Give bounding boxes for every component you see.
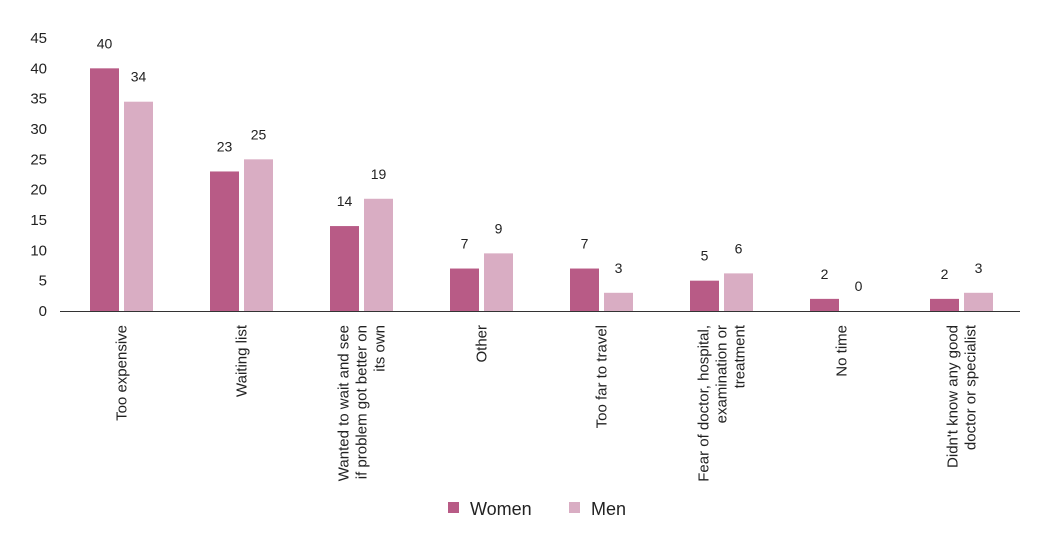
y-tick-label: 30 (30, 121, 47, 138)
bar-men-4 (604, 292, 633, 311)
y-tick-label: 35 (30, 91, 47, 108)
data-label-women-1: 23 (217, 138, 233, 154)
data-label-men-7: 3 (975, 260, 983, 276)
bar-women-6 (810, 298, 839, 311)
bar-men-0 (124, 101, 153, 311)
data-label-men-4: 3 (615, 260, 623, 276)
y-tick-label: 10 (30, 242, 47, 259)
bar-women-0 (90, 68, 119, 311)
category-label-line: Too expensive (114, 325, 131, 421)
legend: Women Men (448, 499, 626, 519)
legend-label-men: Men (591, 499, 626, 519)
data-label-women-5: 5 (701, 248, 709, 264)
category-label-line: doctor or specialist (963, 324, 980, 450)
legend-swatch-women (448, 502, 459, 513)
data-label-men-3: 9 (495, 220, 503, 236)
legend-label-women: Women (470, 499, 532, 519)
category-label-0: Too expensive (114, 325, 131, 421)
category-label-line: Too far to travel (594, 325, 611, 428)
y-axis: 0 5 10 15 20 25 30 35 40 45 (30, 30, 47, 320)
category-label-2: Wanted to wait and seeif problem got bet… (336, 325, 389, 481)
bar-women-4 (570, 268, 599, 311)
data-label-men-6: 0 (855, 278, 863, 294)
category-label-line: Fear of doctor, hospital, (696, 325, 713, 482)
bar-men-5 (724, 273, 753, 311)
category-label-line: Wanted to wait and see (336, 325, 353, 481)
category-label-line: treatment (732, 324, 749, 388)
data-label-men-5: 6 (735, 240, 743, 256)
category-label-line: its own (372, 325, 389, 372)
y-tick-label: 25 (30, 151, 47, 168)
category-labels: Too expensive Waiting list Wanted to wait … (114, 324, 980, 482)
y-tick-label: 20 (30, 182, 47, 199)
category-label-6: No time (834, 325, 851, 377)
category-label-line: Didn't know any good (945, 325, 962, 468)
category-label-line: Waiting list (234, 324, 251, 397)
category-label-7: Didn't know any gooddoctor or specialist (945, 324, 980, 468)
data-label-men-1: 25 (251, 126, 267, 142)
data-label-women-2: 14 (337, 193, 353, 209)
data-label-women-6: 2 (821, 266, 829, 282)
data-label-women-7: 2 (941, 266, 949, 282)
bar-men-1 (244, 159, 273, 311)
category-label-line: if problem got better on (354, 325, 371, 479)
category-label-line: Other (474, 325, 491, 363)
bar-women-5 (690, 280, 719, 311)
category-label-5: Fear of doctor, hospital,examination ort… (696, 324, 749, 482)
bar-men-3 (484, 253, 513, 311)
data-label-women-3: 7 (461, 236, 469, 252)
legend-swatch-men (569, 502, 580, 513)
data-label-men-0: 34 (131, 69, 147, 85)
y-tick-label: 5 (39, 273, 47, 290)
category-label-3: Other (474, 325, 491, 363)
bar-women-1 (210, 171, 239, 311)
category-label-4: Too far to travel (594, 325, 611, 428)
category-label-line: examination or (714, 325, 731, 423)
y-tick-label: 40 (30, 60, 47, 77)
data-label-women-0: 40 (97, 35, 113, 51)
bar-women-2 (330, 226, 359, 311)
data-label-men-2: 19 (371, 166, 387, 182)
bar-men-2 (364, 198, 393, 311)
y-tick-label: 45 (30, 30, 47, 47)
data-label-women-4: 7 (581, 236, 589, 252)
bars (90, 68, 993, 311)
bar-women-3 (450, 268, 479, 311)
y-tick-label: 15 (30, 212, 47, 229)
category-label-line: No time (834, 325, 851, 377)
y-tick-label: 0 (39, 303, 47, 320)
bar-women-7 (930, 298, 959, 311)
bar-men-7 (964, 292, 993, 311)
category-label-1: Waiting list (234, 324, 251, 397)
